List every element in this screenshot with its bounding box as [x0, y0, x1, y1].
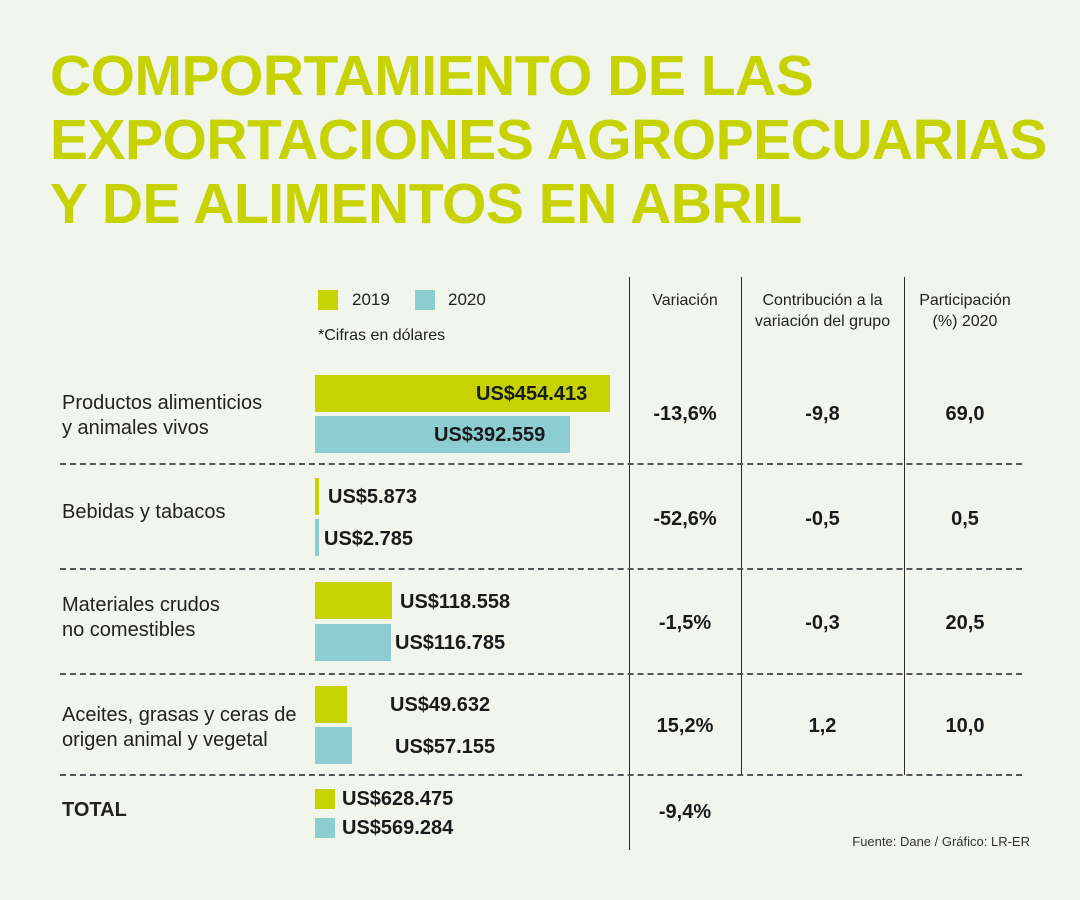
- header-contribucion: Contribución a la variación del grupo: [745, 290, 900, 332]
- bar-label-2019-aceites: US$49.632: [390, 694, 491, 716]
- bar-label-2020-materiales: US$116.785: [395, 632, 506, 654]
- total-label-2020: US$569.284: [342, 817, 454, 839]
- total-swatch-2020: [315, 818, 335, 838]
- contribucion-aceites: 1,2: [808, 715, 837, 737]
- divider-vertical-3: [904, 277, 905, 775]
- bar-label-2020-productos: US$392.559: [434, 424, 546, 446]
- category-line: y animales vivos: [62, 417, 209, 439]
- header-participacion-line-1: Participación: [919, 292, 1011, 309]
- category-label-bebidas: Bebidas y tabacos: [62, 500, 312, 525]
- bar-label-2019-materiales: US$118.558: [400, 591, 511, 613]
- header-contribucion-line-1: Contribución a la: [762, 292, 883, 309]
- category-line: Materiales crudos: [62, 594, 220, 616]
- header-variacion-text: Variación: [652, 292, 718, 309]
- header-contribucion-line-2: variación del grupo: [754, 313, 891, 330]
- total-label-2019: US$628.475: [342, 788, 454, 810]
- bar-2020-bebidas: [315, 519, 319, 556]
- bar-label-2019-productos: US$454.413: [476, 383, 588, 405]
- bar-2020-materiales: [315, 624, 391, 661]
- variacion-productos: -13,6%: [653, 403, 717, 425]
- variacion-materiales: -1,5%: [658, 612, 712, 634]
- row-separator-3: [60, 673, 1022, 675]
- legend-label-2020: 2020: [448, 290, 486, 309]
- participacion-aceites: 10,0: [945, 715, 985, 737]
- bar-2020-productos: [315, 416, 570, 453]
- bar-label-2019-bebidas: US$5.873: [328, 486, 417, 508]
- bar-label-2020-bebidas: US$2.785: [324, 528, 413, 550]
- header-variacion: Variación: [630, 290, 740, 311]
- divider-vertical-2: [741, 277, 742, 775]
- category-label-productos: Productos alimenticios y animales vivos: [62, 391, 312, 441]
- category-label-materiales: Materiales crudos no comestibles: [62, 593, 312, 643]
- bar-2019-productos: [315, 375, 610, 412]
- category-label-total: TOTAL: [62, 799, 127, 821]
- contribucion-materiales: -0,3: [805, 612, 840, 634]
- contribucion-productos: -9,8: [805, 403, 840, 425]
- row-separator-4: [60, 774, 1022, 776]
- title-line-1: COMPORTAMIENTO DE LAS: [50, 44, 814, 108]
- title-line-2: EXPORTACIONES AGROPECUARIAS: [50, 108, 1047, 172]
- category-label-aceites: Aceites, grasas y ceras de origen animal…: [62, 703, 312, 753]
- participacion-productos: 69,0: [945, 403, 985, 425]
- total-swatch-2019: [315, 789, 335, 809]
- category-line: no comestibles: [62, 619, 196, 641]
- contribucion-bebidas: -0,5: [805, 508, 840, 530]
- title-line-3: Y DE ALIMENTOS EN ABRIL: [50, 172, 802, 236]
- bar-2019-bebidas: [315, 478, 319, 515]
- variacion-total: -9,4%: [658, 801, 712, 823]
- participacion-materiales: 20,5: [945, 612, 985, 634]
- participacion-bebidas: 0,5: [951, 508, 979, 530]
- category-line: Bebidas y tabacos: [62, 501, 226, 523]
- source-credit: Fuente: Dane / Gráfico: LR-ER: [852, 834, 1030, 849]
- chart-title: COMPORTAMIENTO DE LAS EXPORTACIONES AGRO…: [50, 44, 1060, 236]
- legend-label-2019: 2019: [352, 290, 390, 309]
- legend-swatch-2020: [415, 290, 435, 310]
- bar-2019-materiales: [315, 582, 392, 619]
- category-line: Productos alimenticios: [62, 392, 263, 414]
- row-separator-2: [60, 568, 1022, 570]
- row-separator-1: [60, 463, 1022, 465]
- category-line: Aceites, grasas y ceras de: [62, 704, 297, 726]
- bar-2019-aceites: [315, 686, 347, 723]
- variacion-bebidas: -52,6%: [653, 508, 717, 530]
- variacion-aceites: 15,2%: [656, 715, 714, 737]
- divider-vertical-1: [629, 277, 630, 850]
- currency-note: *Cifras en dólares: [318, 327, 446, 344]
- bar-2020-aceites: [315, 727, 352, 764]
- legend-swatch-2019: [318, 290, 338, 310]
- bar-label-2020-aceites: US$57.155: [395, 736, 496, 758]
- category-line: origen animal y vegetal: [62, 729, 268, 751]
- header-participacion: Participación (%) 2020: [905, 290, 1025, 332]
- header-participacion-line-2: (%) 2020: [932, 313, 998, 330]
